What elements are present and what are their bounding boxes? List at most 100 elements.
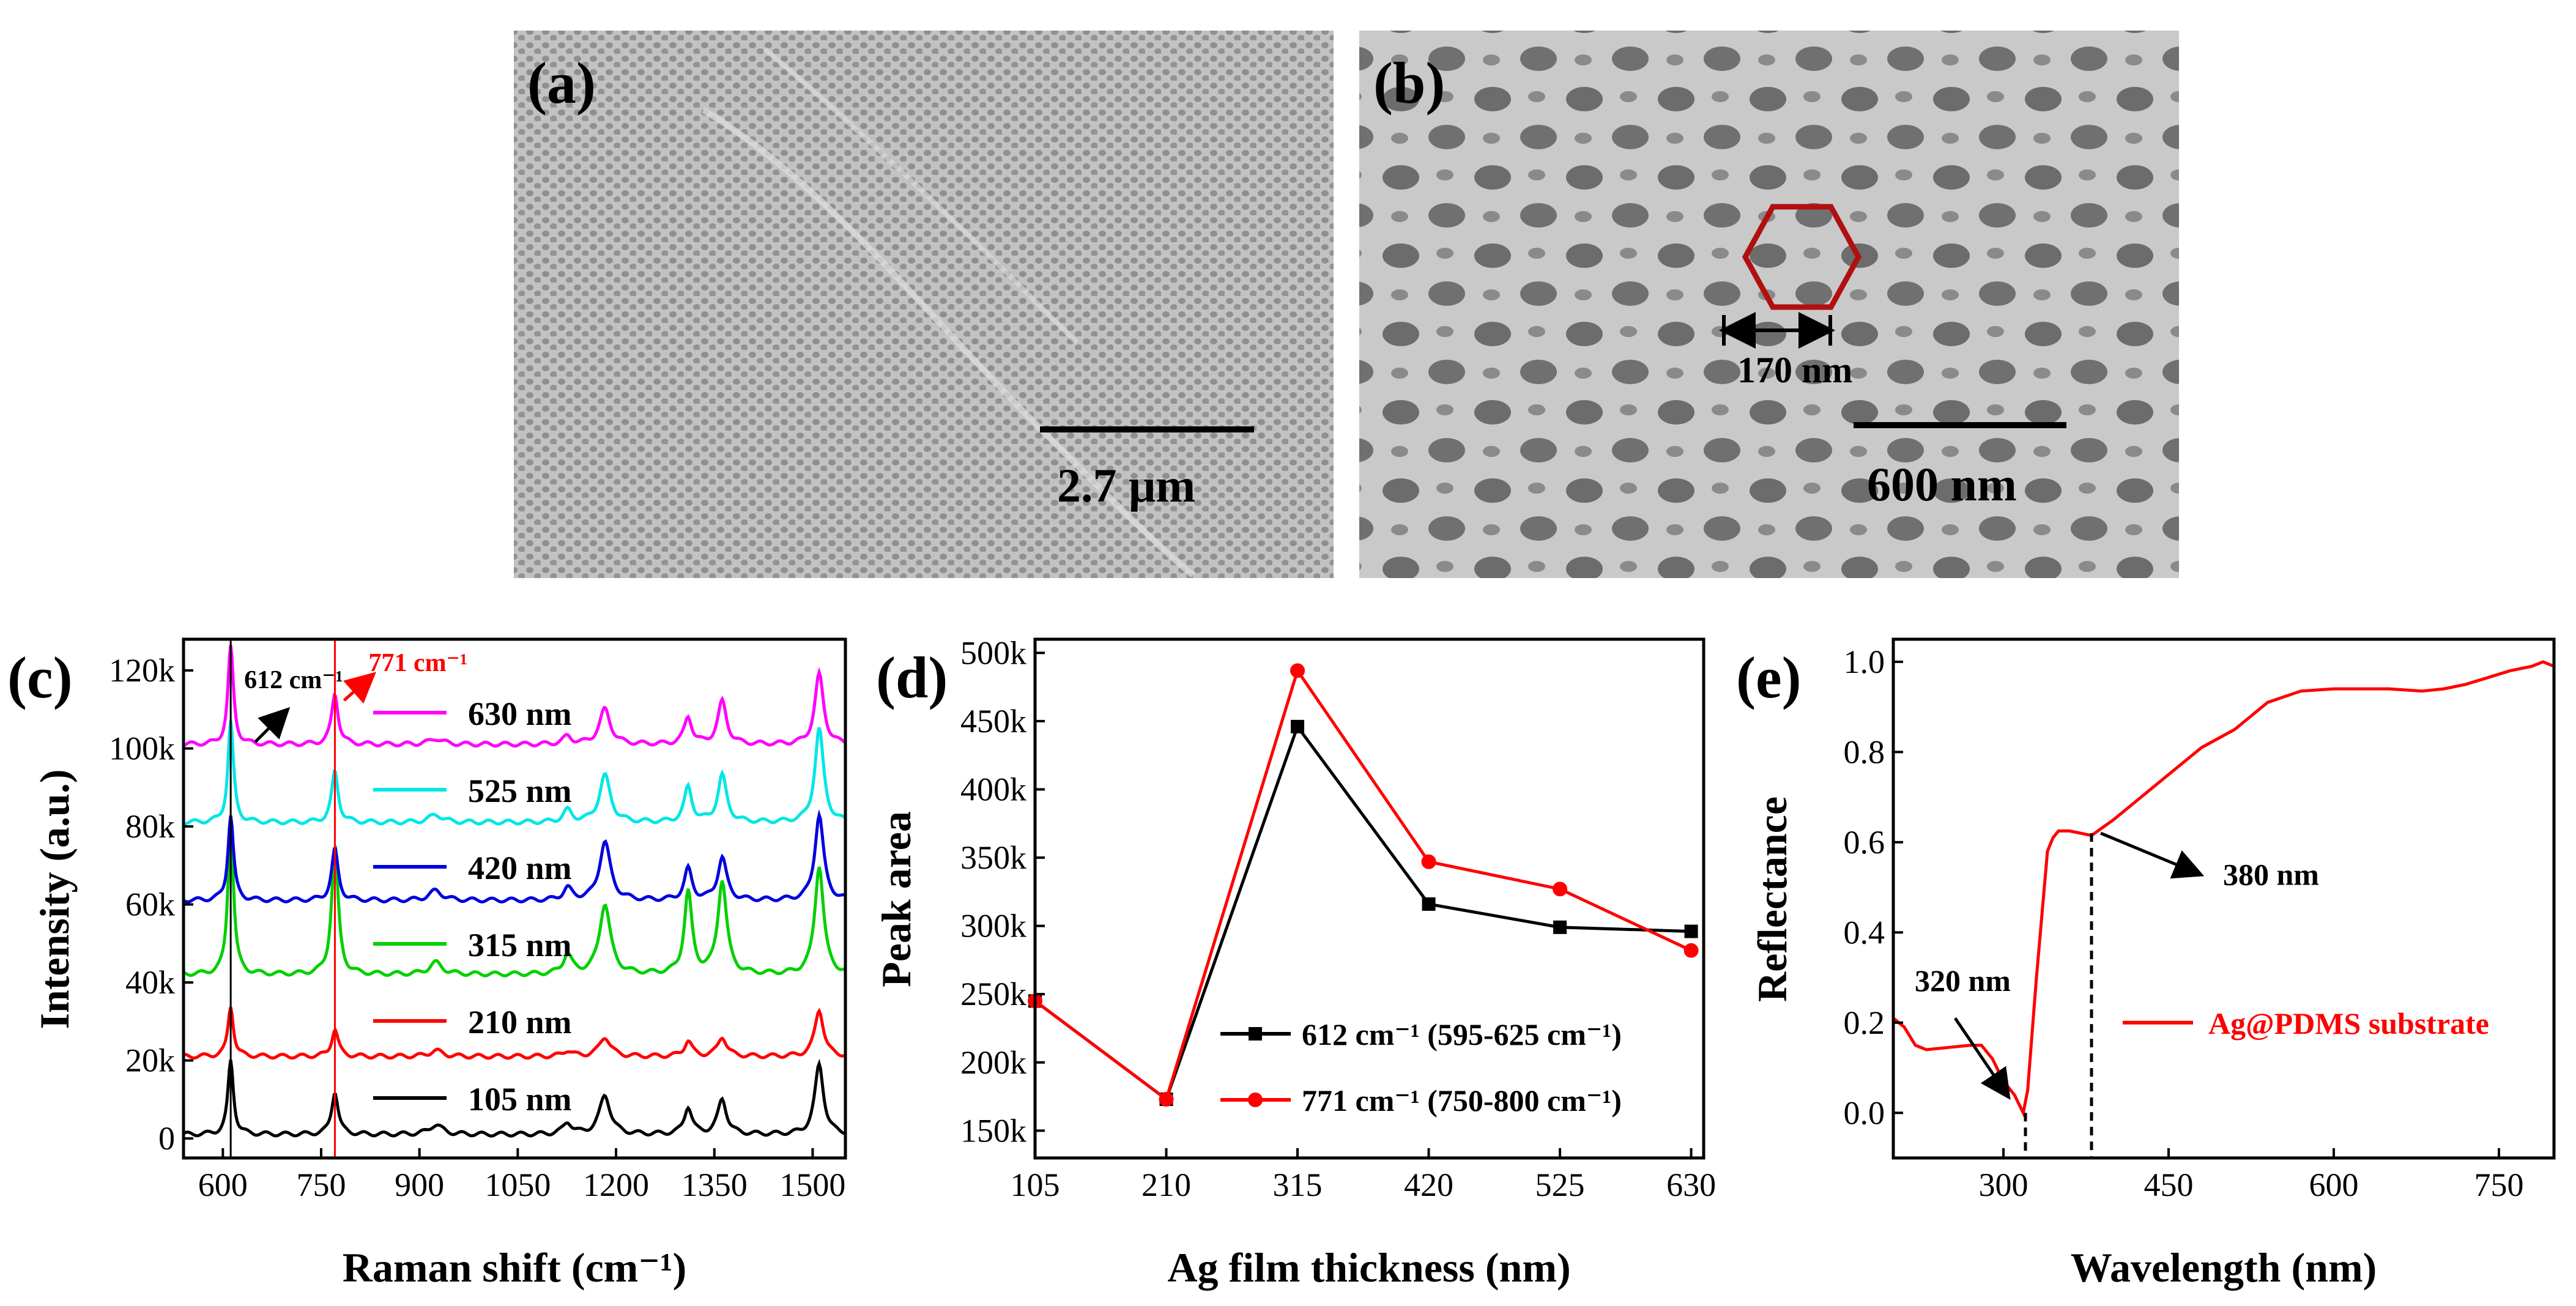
y-tick-label: 450k [960, 703, 1026, 740]
legend-label: 771 cm⁻¹ (750-800 cm⁻¹) [1302, 1083, 1622, 1118]
panel-b: (b) 170 nm 600 nm [1359, 31, 2179, 578]
y-tick-label: 300k [960, 908, 1026, 944]
y-tick-label: 0.2 [1844, 1004, 1885, 1041]
y-tick-label: 0.0 [1844, 1094, 1885, 1131]
y-axis-ticks: 0 20k 40k 60k 80k 100k 120k [109, 652, 193, 1157]
x-axis-title: Wavelength (nm) [2071, 1244, 2377, 1291]
x-tick-label: 630 [1666, 1167, 1716, 1203]
x-axis-title: Ag film thickness (nm) [1167, 1244, 1570, 1291]
legend: 630 nm 525 nm 420 nm 315 nm 210 nm 105 nm [373, 696, 572, 1118]
panel-label-c: (c) [7, 645, 73, 710]
annotation-arrow-320 [1953, 1017, 2011, 1100]
x-tick-label: 420 [1404, 1167, 1453, 1203]
grain-boundary [763, 46, 1078, 344]
x-tick-label: 300 [1979, 1167, 2029, 1203]
x-axis-ticks: 600 750 900 1050 1200 1350 1500 [198, 1148, 845, 1203]
panel-label-a: (a) [527, 50, 596, 116]
raman-series-line [183, 719, 847, 826]
x-tick-label: 750 [2474, 1167, 2524, 1203]
annotation-320: 320 nm [1915, 963, 2011, 998]
x-tick-label: 210 [1141, 1167, 1191, 1203]
raman-series-line [183, 1006, 846, 1060]
x-tick-label: 105 [1011, 1167, 1060, 1203]
reflectance-line [1892, 660, 2555, 1118]
y-tick-label: 400k [960, 771, 1026, 807]
reflectance-plot [1892, 660, 2555, 1118]
raman-series-line [182, 809, 846, 903]
y-tick-label: 250k [960, 976, 1026, 1012]
panel-label-e: (e) [1736, 645, 1802, 710]
data-point-circle [1683, 943, 1699, 958]
data-point-circle [1290, 663, 1305, 678]
y-tick-label: 1.0 [1844, 644, 1885, 680]
y-tick-label: 0.8 [1844, 733, 1885, 770]
x-tick-label: 315 [1273, 1167, 1323, 1203]
legend-label: 612 cm⁻¹ (595-625 cm⁻¹) [1302, 1017, 1622, 1052]
panel-label-b: (b) [1373, 50, 1445, 116]
peak-arrow-771 [343, 672, 376, 704]
legend-label: 420 nm [468, 850, 572, 886]
legend-marker [1249, 1027, 1262, 1041]
panel-c: (c) 600 750 900 1050 1200 1350 1500 0 20k 40k 60k… [7, 637, 847, 1291]
legend-label: 525 nm [468, 773, 572, 809]
data-point-circle [1421, 854, 1436, 869]
legend-label: 630 nm [468, 696, 572, 732]
y-tick-label: 0.6 [1844, 824, 1885, 861]
annotation-arrow-380 [2100, 831, 2205, 879]
y-axis-title: Peak area [873, 811, 919, 987]
y-axis-title: Reflectance [1749, 796, 1795, 1002]
feature-size-label: 170 nm [1737, 350, 1852, 390]
x-tick-label: 600 [198, 1167, 248, 1203]
y-tick-label: 0 [158, 1120, 175, 1157]
panel-label-d: (d) [876, 645, 948, 710]
y-axis-ticks: 0.0 0.2 0.4 0.6 0.8 1.0 [1844, 644, 1903, 1131]
legend-label: Ag@PDMS substrate [2208, 1006, 2489, 1041]
y-tick-label: 20k [125, 1042, 175, 1079]
panel-a: (a) 2.7 μm [514, 31, 1334, 578]
x-axis-title: Raman shift (cm⁻¹) [343, 1244, 686, 1291]
y-tick-label: 120k [109, 652, 175, 689]
peak-label-612: 612 cm⁻¹ [244, 666, 343, 694]
peak-label-771: 771 cm⁻¹ [368, 649, 467, 677]
peak-area-line [1034, 667, 1692, 1102]
y-tick-label: 500k [960, 634, 1026, 671]
y-tick-label: 60k [125, 886, 175, 923]
y-axis-title: Intensity (a.u.) [31, 769, 78, 1029]
x-tick-label: 1200 [583, 1167, 649, 1203]
x-tick-label: 1050 [484, 1167, 551, 1203]
scale-bar-label-a: 2.7 μm [1057, 459, 1195, 512]
data-point-square [1291, 719, 1305, 733]
y-tick-label: 200k [960, 1044, 1026, 1081]
y-tick-label: 100k [109, 730, 175, 767]
data-point-square [1553, 920, 1567, 934]
peak-annotations: 612 cm⁻¹ 771 cm⁻¹ [244, 649, 467, 743]
data-point-square [1684, 924, 1698, 938]
y-axis-ticks: 150k 200k 250k 300k 350k 400k 450k 500k [960, 634, 1045, 1149]
x-axis-ticks: 300 450 600 750 [1979, 1148, 2524, 1203]
y-tick-label: 150k [960, 1112, 1026, 1149]
peak-arrow-612 [254, 707, 291, 743]
plot-frame [182, 637, 847, 1160]
legend: 612 cm⁻¹ (595-625 cm⁻¹) 771 cm⁻¹ (750-800… [1220, 1017, 1622, 1118]
wavelength-annotations: 320 nm 380 nm [1915, 831, 2319, 1158]
x-tick-label: 450 [2144, 1167, 2194, 1203]
x-tick-label: 750 [296, 1167, 346, 1203]
raman-plot [182, 639, 847, 1158]
legend-label: 315 nm [468, 927, 572, 963]
annotation-380: 380 nm [2223, 857, 2319, 891]
data-point-circle [1159, 1092, 1174, 1107]
x-tick-label: 600 [2309, 1167, 2359, 1203]
x-tick-label: 900 [395, 1167, 444, 1203]
legend-label: 105 nm [468, 1081, 572, 1118]
raman-series-line [182, 645, 847, 748]
y-tick-label: 40k [125, 964, 175, 1001]
x-tick-label: 525 [1535, 1167, 1585, 1203]
hexagon-marker [1742, 204, 1862, 310]
legend: Ag@PDMS substrate [2123, 1006, 2489, 1041]
plot-frame [1033, 637, 1706, 1160]
grain-boundary [702, 107, 1195, 577]
panel-d: (d) 105 210 315 420 525 630 150k 200k 250k 300k 3… [873, 634, 1716, 1291]
y-tick-label: 350k [960, 839, 1026, 876]
legend-label: 210 nm [468, 1004, 572, 1041]
